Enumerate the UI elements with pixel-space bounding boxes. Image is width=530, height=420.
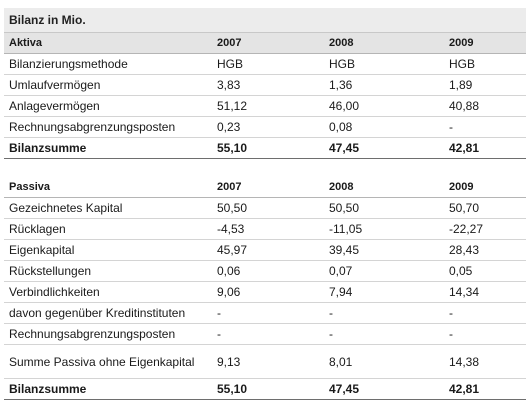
aktiva-total-row: Bilanzsumme 55,10 47,45 42,81 [4,137,526,159]
row-label: davon gegenüber Kreditinstituten [4,302,212,324]
row-label: Eigenkapital [4,239,212,261]
total-2009: 42,81 [444,137,526,159]
cell-2007: 45,97 [212,239,324,261]
cell-2008: HGB [324,53,444,75]
cell-2008: 0,07 [324,260,444,282]
row-label: Verbindlichkeiten [4,281,212,303]
table-row: Rechnungsabgrenzungsposten 0,23 0,08 - [4,116,526,138]
table-row: Rückstellungen 0,06 0,07 0,05 [4,260,526,282]
passiva-header-2007: 2007 [212,177,324,198]
cell-2008: 8,01 [324,344,444,379]
aktiva-header-2007: 2007 [212,33,324,54]
cell-2008: 7,94 [324,281,444,303]
cell-2007: 0,23 [212,116,324,138]
row-label: Rücklagen [4,218,212,240]
passiva-header-2008: 2008 [324,177,444,198]
total-2008: 47,45 [324,137,444,159]
passiva-header-label: Passiva [4,177,212,198]
cell-2007: 9,06 [212,281,324,303]
total-label: Bilanzsumme [4,137,212,159]
table-row: Rechnungsabgrenzungsposten - - - [4,323,526,345]
cell-2007: 51,12 [212,95,324,117]
cell-2009: 1,89 [444,74,526,96]
row-label: Summe Passiva ohne Eigenkapital [4,344,212,379]
cell-2008: 46,00 [324,95,444,117]
cell-2008: 39,45 [324,239,444,261]
aktiva-header-row: Aktiva 2007 2008 2009 [4,33,526,54]
cell-2007: 0,06 [212,260,324,282]
cell-2008: 50,50 [324,197,444,219]
cell-2009: 0,05 [444,260,526,282]
cell-2008: 1,36 [324,74,444,96]
cell-2009: -22,27 [444,218,526,240]
cell-2008: - [324,302,444,324]
table-row: Eigenkapital 45,97 39,45 28,43 [4,239,526,261]
aktiva-header-2008: 2008 [324,33,444,54]
cell-2009: 50,70 [444,197,526,219]
cell-2007: - [212,323,324,345]
cell-2009: - [444,323,526,345]
cell-2009: HGB [444,53,526,75]
row-label: Gezeichnetes Kapital [4,197,212,219]
table-row: Rücklagen -4,53 -11,05 -22,27 [4,218,526,240]
passiva-header-row: Passiva 2007 2008 2009 [4,177,526,198]
cell-2007: 3,83 [212,74,324,96]
cell-2009: 14,34 [444,281,526,303]
cell-2007: 9,13 [212,344,324,379]
total-label: Bilanzsumme [4,378,212,400]
cell-2009: 40,88 [444,95,526,117]
section-spacer [4,159,526,177]
total-2007: 55,10 [212,137,324,159]
row-label: Rechnungsabgrenzungsposten [4,116,212,138]
cell-2008: 0,08 [324,116,444,138]
passiva-header-2009: 2009 [444,177,526,198]
total-2009: 42,81 [444,378,526,400]
table-row: Verbindlichkeiten 9,06 7,94 14,34 [4,281,526,303]
balance-sheet: Bilanz in Mio. Aktiva 2007 2008 2009 Bil… [4,0,526,400]
cell-2007: HGB [212,53,324,75]
row-label: Rückstellungen [4,260,212,282]
cell-2009: - [444,302,526,324]
table-row: Anlagevermögen 51,12 46,00 40,88 [4,95,526,117]
table-row: davon gegenüber Kreditinstituten - - - [4,302,526,324]
table-row: Bilanzierungsmethode HGB HGB HGB [4,53,526,75]
cell-2007: - [212,302,324,324]
cell-2007: -4,53 [212,218,324,240]
row-label: Bilanzierungsmethode [4,53,212,75]
aktiva-header-label: Aktiva [4,33,212,54]
cell-2009: 28,43 [444,239,526,261]
total-2008: 47,45 [324,378,444,400]
table-title: Bilanz in Mio. [4,8,526,33]
aktiva-table: Aktiva 2007 2008 2009 Bilanzierungsmetho… [4,33,526,159]
table-row: Gezeichnetes Kapital 50,50 50,50 50,70 [4,197,526,219]
row-label: Umlaufvermögen [4,74,212,96]
passiva-table: Passiva 2007 2008 2009 Gezeichnetes Kapi… [4,177,526,400]
aktiva-header-2009: 2009 [444,33,526,54]
total-2007: 55,10 [212,378,324,400]
cell-2009: - [444,116,526,138]
cell-2009: 14,38 [444,344,526,379]
row-label: Anlagevermögen [4,95,212,117]
table-row: Summe Passiva ohne Eigenkapital 9,13 8,0… [4,344,526,379]
row-label: Rechnungsabgrenzungsposten [4,323,212,345]
passiva-total-row: Bilanzsumme 55,10 47,45 42,81 [4,378,526,400]
cell-2008: - [324,323,444,345]
table-row: Umlaufvermögen 3,83 1,36 1,89 [4,74,526,96]
cell-2008: -11,05 [324,218,444,240]
cell-2007: 50,50 [212,197,324,219]
